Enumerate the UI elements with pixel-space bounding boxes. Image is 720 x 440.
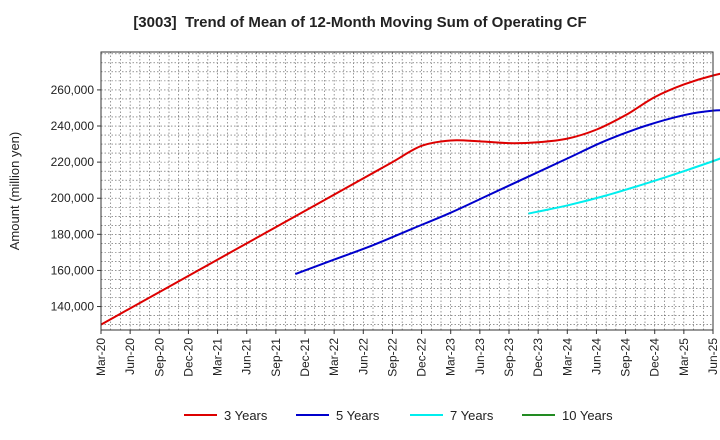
series-line-3-years [100,72,720,326]
x-tick-label: Mar-21 [211,338,225,376]
x-tick-label: Dec-21 [298,338,312,377]
legend-label: 5 Years [336,408,380,423]
y-tick-label: 240,000 [51,119,95,133]
x-tick-label: Mar-23 [444,338,458,376]
x-tick-label: Mar-22 [327,338,341,376]
y-tick-label: 140,000 [51,300,95,314]
series-line-7-years [528,157,720,215]
plot-area [101,52,713,330]
x-tick-label: Jun-20 [123,338,137,375]
x-tick-label: Sep-21 [269,338,283,377]
y-tick-label: 200,000 [51,191,95,205]
x-tick-label: Jun-23 [473,338,487,375]
x-tick-label: Sep-23 [502,338,516,377]
x-tick-label: Jun-25 [706,338,720,375]
x-tick-label: Jun-21 [240,338,254,375]
series-line-5-years [294,109,720,275]
x-tick-label: Jun-22 [356,338,370,375]
x-tick-label: Dec-24 [648,338,662,377]
axes: 140,000 160,000 180,000 200,000 220,000 240,0… [7,51,720,377]
y-tick-label: 160,000 [51,263,95,277]
y-tick-label: 220,000 [51,155,95,169]
plot-frame [100,51,714,331]
legend-label: 7 Years [450,408,494,423]
x-tick-label: Sep-20 [152,338,166,377]
y-axis-label: Amount (million yen) [7,132,22,251]
x-tick-label: Dec-23 [531,338,545,377]
chart-title: [3003] Trend of Mean of 12-Month Moving … [133,14,587,31]
x-tick-label: Sep-24 [619,338,633,377]
series-lines [100,72,720,326]
x-tick-label: Mar-20 [94,338,108,376]
legend-label: 10 Years [562,408,613,423]
x-tick-label: Sep-22 [385,338,399,377]
x-tick-label: Mar-24 [560,338,574,376]
x-tick-label: Dec-20 [181,338,195,377]
grid-lines [100,52,714,330]
legend: 3 Years 5 Years 7 Years 10 Years [184,408,613,423]
y-tick-label: 260,000 [51,83,95,97]
x-tick-label: Mar-25 [677,338,691,376]
y-tick-label: 180,000 [51,227,95,241]
x-tick-label: Dec-22 [415,338,429,377]
legend-label: 3 Years [224,408,268,423]
x-tick-label: Jun-24 [589,338,603,375]
